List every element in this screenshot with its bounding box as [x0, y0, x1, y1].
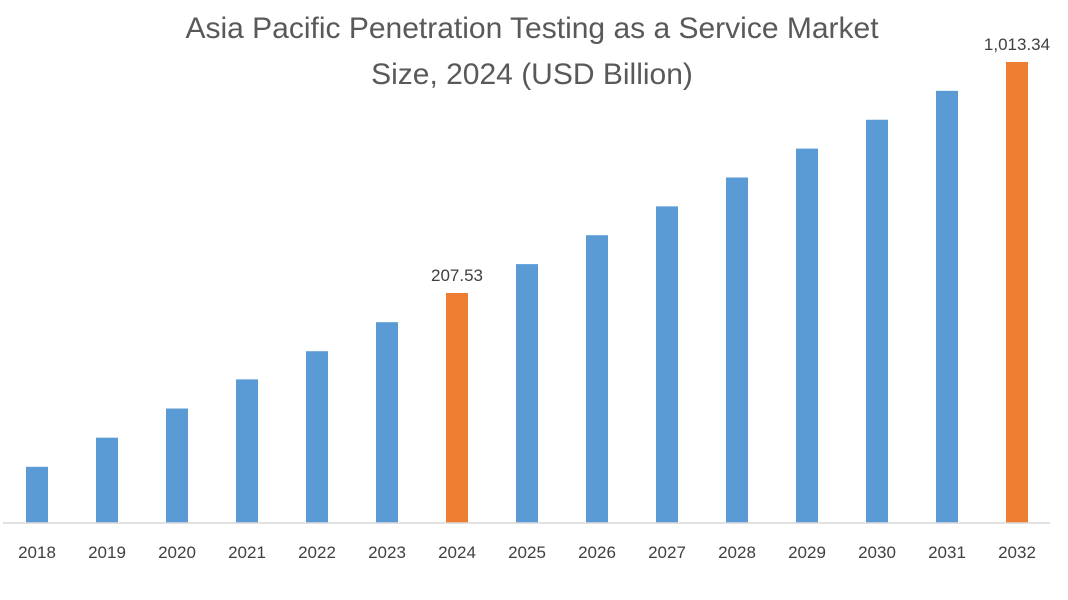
x-tick-label: 2023: [368, 543, 406, 562]
bar-2021: [236, 379, 258, 523]
bar-2028: [726, 177, 748, 523]
x-tick-label: 2018: [18, 543, 56, 562]
x-tick-label: 2024: [438, 543, 476, 562]
x-tick-label: 2030: [858, 543, 896, 562]
x-tick-label: 2022: [298, 543, 336, 562]
x-tick-label: 2025: [508, 543, 546, 562]
bar-2030: [866, 119, 888, 524]
bar-2029: [796, 148, 818, 523]
x-tick-label: 2032: [998, 543, 1036, 562]
data-label-2024: 207.53: [431, 266, 483, 285]
x-tick-label: 2028: [718, 543, 756, 562]
chart-title-line-2: Size, 2024 (USD Billion): [371, 58, 693, 91]
chart-title-line-1: Asia Pacific Penetration Testing as a Se…: [185, 12, 879, 45]
bar-2027: [656, 206, 678, 523]
x-tick-label: 2019: [88, 543, 126, 562]
bar-2018: [26, 466, 48, 523]
bar-2020: [166, 408, 188, 523]
bar-2019: [96, 437, 118, 523]
x-tick-label: 2020: [158, 543, 196, 562]
bar-2023: [376, 322, 398, 523]
x-tick-label: 2031: [928, 543, 966, 562]
bar-2025: [516, 264, 538, 523]
x-tick-label: 2026: [578, 543, 616, 562]
x-tick-label: 2021: [228, 543, 266, 562]
bar-2026: [586, 235, 608, 523]
x-tick-label: 2029: [788, 543, 826, 562]
x-tick-label: 2027: [648, 543, 686, 562]
bar-2031: [936, 90, 958, 523]
data-label-2032: 1,013.34: [984, 35, 1050, 54]
bar-2024: [446, 293, 468, 523]
bar-2032: [1006, 62, 1028, 523]
bar-2022: [306, 351, 328, 523]
